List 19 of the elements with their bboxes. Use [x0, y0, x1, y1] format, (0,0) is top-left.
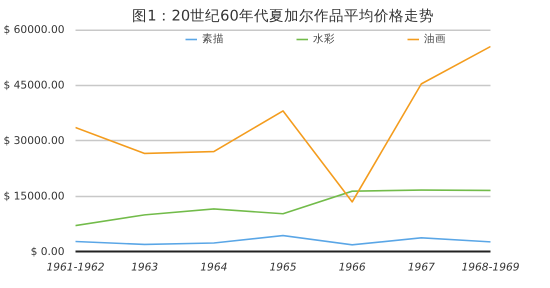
x-tick-label: 1966 — [338, 260, 366, 274]
y-tick-label: $ 45000.00 — [3, 78, 65, 92]
x-tick-label: 1964 — [200, 260, 228, 274]
x-tick-label: 1968-1969 — [461, 260, 520, 274]
y-tick-label: $ 15000.00 — [3, 190, 65, 202]
x-tick-label: 1967 — [408, 260, 436, 274]
line-series — [76, 46, 490, 203]
legend-label: 素描 — [202, 32, 224, 46]
legend-label: 水彩 — [313, 32, 335, 46]
legend-label: 油画 — [424, 32, 446, 46]
line-series — [76, 189, 490, 226]
x-tick-label: 1961-1962 — [46, 260, 105, 274]
y-tick-label: $ 30000.00 — [3, 134, 65, 147]
x-tick-label: 1965 — [269, 260, 297, 274]
line-series — [76, 234, 490, 246]
x-tick-label: 1963 — [131, 260, 158, 274]
chart-title: 图1：20世纪60年代夏加尔作品平均价格走势 — [132, 8, 434, 24]
y-tick-label: $ 0.00 — [30, 245, 65, 258]
y-tick-label: $ 60000.00 — [3, 23, 65, 36]
